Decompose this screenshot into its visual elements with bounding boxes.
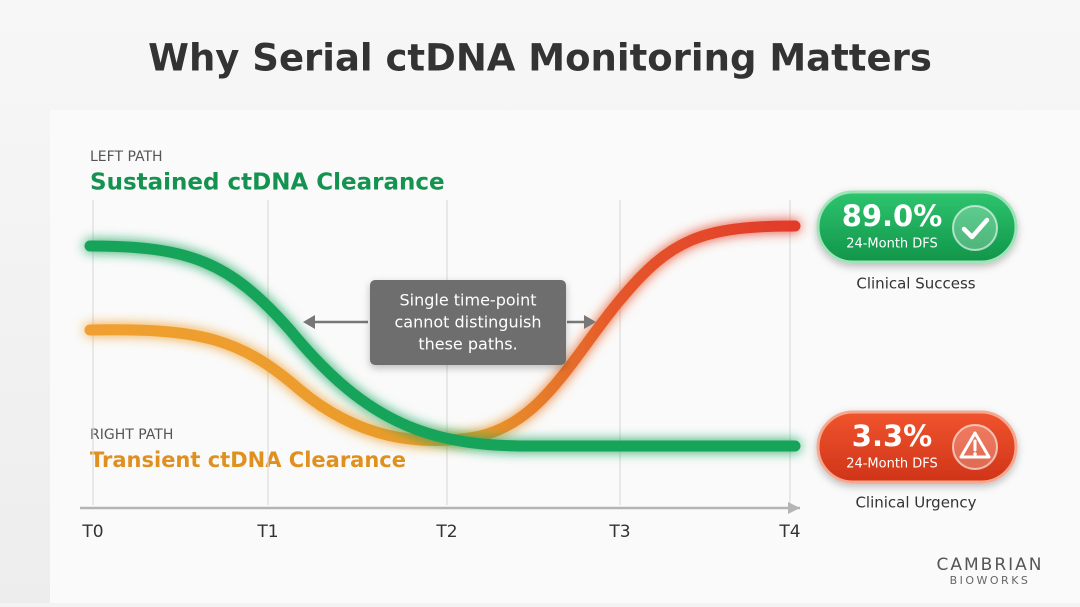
brand-sub: BIOWORKS (950, 574, 1031, 587)
time-label: T3 (608, 522, 630, 542)
callout-line: Single time-point (400, 291, 537, 310)
right-path-title: Transient ctDNA Clearance (90, 448, 406, 472)
callout-line: these paths. (418, 335, 517, 354)
brand-name: CAMBRIAN (936, 555, 1043, 575)
time-label: T4 (778, 522, 800, 542)
outcome-caption: Clinical Urgency (855, 494, 976, 512)
outcome-metric: 24-Month DFS (846, 237, 938, 252)
sustained-path (84, 240, 801, 452)
outcome-caption: Clinical Success (856, 275, 975, 293)
outcome-value: 3.3% (852, 419, 932, 453)
callout: Single time-point cannot distinguish the… (303, 280, 596, 365)
time-label: T0 (81, 522, 103, 542)
callout-line: cannot distinguish (394, 313, 541, 332)
success-badge: 89.0% 24-Month DFS (816, 190, 1018, 264)
left-path-label: LEFT PATH (90, 149, 163, 165)
outcome-value: 89.0% (842, 199, 943, 233)
right-path-label: RIGHT PATH (90, 427, 173, 443)
time-label: T1 (256, 522, 278, 542)
urgency-badge: 3.3% 24-Month DFS (816, 410, 1018, 484)
time-label: T2 (435, 522, 457, 542)
outcome-metric: 24-Month DFS (846, 457, 938, 472)
left-path-title: Sustained ctDNA Clearance (90, 170, 445, 196)
axis-arrow (788, 502, 800, 514)
title: Why Serial ctDNA Monitoring Matters (148, 37, 932, 80)
time-labels: T0 T1 T2 T3 T4 (81, 522, 800, 542)
